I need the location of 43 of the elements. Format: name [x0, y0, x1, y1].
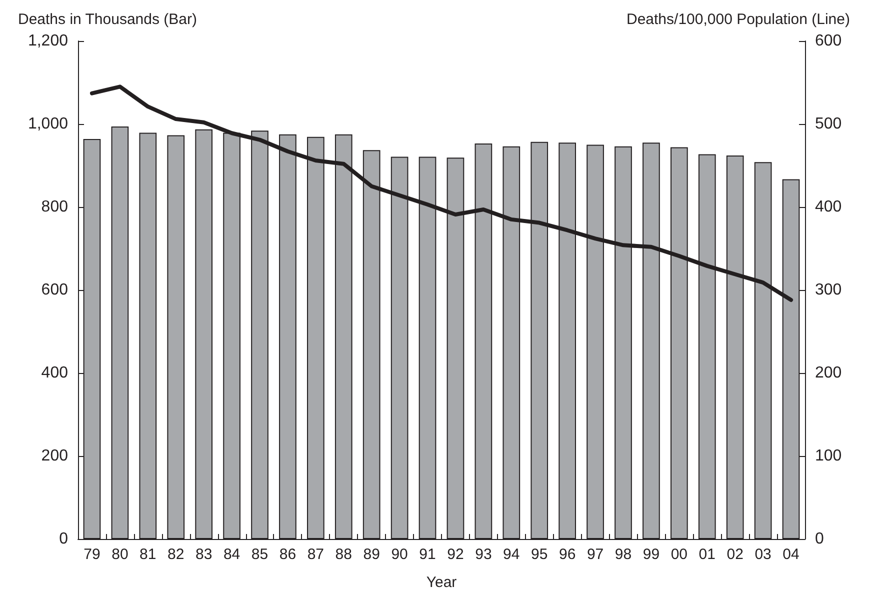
y-tick-label: 400 [41, 364, 68, 382]
x-tick-label: 95 [531, 546, 548, 563]
y2-tick-label: 200 [815, 364, 842, 382]
x-tick-label: 02 [726, 546, 744, 563]
y2-axis-title: Deaths/100,000 Population (Line) [626, 11, 850, 28]
x-axis-title: Year [426, 574, 457, 591]
x-tick-label: 86 [279, 546, 296, 563]
y-tick-label: 800 [41, 198, 68, 216]
x-tick-label: 79 [84, 546, 100, 563]
x-tick-label: 90 [391, 546, 408, 563]
x-tick-label: 03 [754, 546, 772, 563]
y2-tick-label: 600 [815, 32, 842, 50]
y-tick-label: 600 [41, 282, 68, 298]
x-tick-label: 83 [195, 546, 212, 563]
x-tick-label: 97 [586, 546, 604, 563]
x-tick-label: 93 [475, 546, 492, 563]
x-tick-label: 04 [782, 546, 800, 563]
y2-tick-label: 400 [815, 198, 842, 216]
x-tick-label: 00 [670, 546, 688, 563]
x-tick-label: 88 [335, 546, 352, 563]
y-axis-title: Deaths in Thousands (Bar) [18, 11, 197, 28]
x-tick-label: 92 [447, 546, 464, 563]
y2-tick-label: 300 [815, 282, 842, 298]
x-tick-label: 87 [307, 546, 324, 563]
y2-tick-label: 100 [815, 448, 842, 464]
x-tick-label: 94 [503, 546, 520, 563]
x-tick-label: 82 [168, 546, 184, 563]
x-tick-label: 98 [614, 546, 632, 563]
y-tick-label: 1,000 [28, 116, 68, 132]
x-tick-label: 85 [251, 546, 268, 563]
x-tick-label: 91 [419, 546, 436, 563]
x-tick-label: 89 [363, 546, 380, 563]
y-tick-label: 1,200 [28, 32, 68, 50]
x-tick-label: 81 [140, 546, 156, 563]
y2-tick-label: 0 [815, 530, 824, 548]
x-tick-label: 01 [698, 546, 716, 563]
y-tick-label: 0 [59, 530, 68, 548]
y-tick-label: 200 [41, 448, 68, 464]
x-tick-label: 99 [642, 546, 660, 563]
x-tick-label: 80 [112, 546, 128, 563]
y2-tick-label: 500 [815, 116, 842, 132]
x-tick-label: 84 [223, 546, 240, 563]
x-tick-label: 96 [558, 546, 576, 563]
